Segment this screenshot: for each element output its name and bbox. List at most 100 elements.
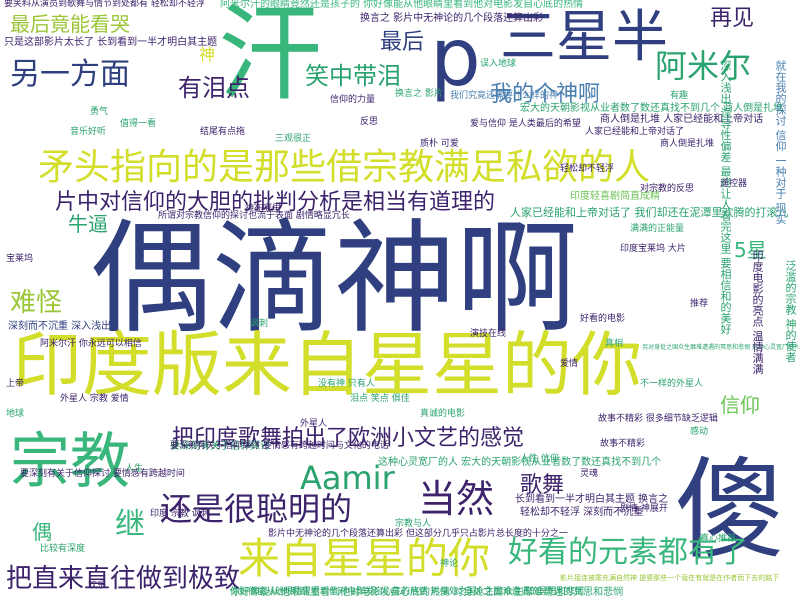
- word: 这种心灵宽厂的人 宏大的天朝影视从业者数了数还真找不到几个: [378, 457, 662, 468]
- word: 剧情 神展开: [620, 504, 668, 514]
- word: 神在哪里: [245, 204, 282, 214]
- word: 反思: [360, 117, 379, 127]
- word: 勇气: [90, 107, 109, 117]
- word: 我的个神啊: [490, 82, 601, 107]
- word: 印度宝莱坞 大片: [620, 244, 686, 254]
- word: 牛逼: [68, 212, 108, 236]
- word: 推荐: [690, 299, 709, 309]
- word: 歌舞: [520, 473, 565, 498]
- word: 好看的元素都有了: [508, 535, 748, 570]
- word: 真相: [605, 339, 624, 349]
- word: 还是很聪明的: [160, 490, 353, 528]
- word: 阿米尔汗 你永远可以相信: [40, 339, 142, 349]
- word: 对宗教的反思: [640, 184, 695, 194]
- word: 矛头指向的是那些借宗教满足私欲的人: [38, 147, 651, 188]
- word: 印度轻喜剧简直成精: [570, 191, 660, 202]
- word: 人家已经能和上帝对话了 我们却还在泥潭里欢腾的打滚儿: [510, 206, 789, 219]
- word: Aamir: [300, 459, 395, 497]
- word: 没有神 只有人: [318, 379, 375, 389]
- word: 泛滥的宗教 神的使者: [784, 260, 797, 363]
- word: 要深刻有关于信仰探讨 要情感有跨越时间: [20, 469, 185, 479]
- word: 轻松却不轻浮 深刻而不沉重: [520, 507, 644, 518]
- word: 三星半: [500, 5, 668, 70]
- word: 满满的正能量: [630, 224, 685, 234]
- word: 商人倒是扎堆: [660, 139, 715, 149]
- word: 影片中无神论的几个段落还算出彩 但这部分几乎只占影片总长度的十分之一: [268, 529, 568, 539]
- word: 神: [199, 45, 216, 64]
- word: 就在我的探讨 信仰 一种对于 现实: [774, 60, 787, 225]
- word: 外星人: [300, 419, 328, 429]
- word: 片中对信仰的大胆的批判分析是相当有道理的: [55, 190, 496, 215]
- word: 难怪: [10, 288, 63, 318]
- word: 印度电影的亮点 温情满满: [751, 250, 764, 375]
- word: 你好像能从他眼睛里看到他对电影发自心底的热情 对身处之国众生靡难遭遇的冥思和悲悯: [230, 587, 624, 598]
- word: 不一样的外星人: [640, 379, 704, 389]
- word: 最后: [380, 30, 425, 55]
- word: 继: [115, 507, 145, 542]
- word: 真诚的电影: [420, 409, 466, 419]
- word: 汗: [218, 0, 323, 115]
- word: 上帝: [6, 379, 25, 389]
- word: 印度 宗教 讽刺: [150, 509, 210, 519]
- word: 换言之 影片: [395, 89, 443, 99]
- word: 结尾有点拖: [200, 127, 246, 137]
- word: 影片接连被尾充满自然神 提婆那些一个竟在有就是在作者而下去的路下: [560, 574, 780, 582]
- word: 有泪点: [178, 74, 250, 102]
- word: 爱与信仰 是人类最后的希望: [470, 119, 581, 129]
- word: 要深刻有关于信仰探讨 要情感有跨越时间与文化的电话: [170, 441, 389, 451]
- word: 灵魂: [580, 469, 599, 479]
- word: 把印度歌舞拍出了欧洲小文艺的感觉: [172, 426, 525, 451]
- word: 另一方面: [10, 57, 130, 92]
- word: 感动: [690, 427, 709, 437]
- word: 信仰的力量: [330, 95, 376, 105]
- word: 故事不精彩: [600, 439, 646, 449]
- word: 印度版来自星星的你: [12, 324, 642, 406]
- word: 比较有深度: [40, 544, 86, 554]
- word: 质朴 可爱: [420, 139, 459, 149]
- word: 最后竟能看哭: [10, 12, 130, 36]
- word: 要笑料从演员到歌舞与情节到处都有 轻松却不轻浮: [4, 0, 205, 9]
- word: 地球: [6, 409, 25, 419]
- word: 演技在线: [470, 329, 507, 339]
- word: 笑中带泪: [305, 62, 401, 90]
- word: 5星: [734, 238, 767, 262]
- word: 我们究竟还需要什么样的神: [450, 91, 559, 101]
- word: 长到看到一半才明白其主题 换言之: [515, 494, 669, 505]
- word: 讽刺: [250, 319, 269, 329]
- word: 宗教: [10, 427, 130, 497]
- word: 偶滴神啊: [90, 208, 578, 350]
- word: 要深刻有关于信仰探讨: [170, 441, 270, 452]
- word: 神论: [440, 559, 459, 569]
- word: 所谓对宗教信仰的探讨也流于表面 剧情略显冗长: [158, 211, 350, 221]
- word: 爱情: [560, 359, 579, 369]
- word: 宝莱坞: [6, 254, 34, 264]
- word: 三观很正: [275, 134, 312, 144]
- word: 来自星星的你: [238, 534, 491, 583]
- word: 人生: [125, 464, 144, 474]
- word: 另对身处之国众生靡难遭遇的冥思和悲悯 这种心灵宽厂的人: [642, 344, 800, 351]
- word: 人性 信仰: [520, 454, 559, 464]
- word: 你好像能从他眼睛里看到他对电影发自心底的热情 对身处之国众生靡难遭遇的冥思和悲悯: [230, 587, 584, 597]
- word: 误入地球: [480, 59, 517, 69]
- word: 再见: [710, 6, 755, 31]
- word: 阿米尔汗的眼睛竟然还是孩子的 你好像能从他眼睛里看到他对电影发自心底的热情: [220, 0, 584, 10]
- word: p: [430, 11, 481, 104]
- word: 深入浅出 误导性偏差 最终让人看完这里 要相信和的美好: [719, 60, 732, 335]
- word: 偶: [32, 520, 52, 544]
- word: 宏大的天朝影视从业者数了数还真找不到几个 商人倒是扎堆: [520, 103, 784, 114]
- word: 故事不精彩 很多细节缺乏逻辑: [598, 414, 718, 424]
- word: 好看的电影: [580, 314, 626, 324]
- word: 宗教与人: [395, 519, 432, 529]
- word: 泪点 笑点 俱佳: [350, 394, 410, 404]
- word: 外星人 宗教 爱情: [60, 394, 129, 404]
- word: 有趣: [670, 91, 689, 101]
- word: 音乐好听: [70, 127, 107, 137]
- word: 傻: [675, 446, 785, 574]
- word: 信仰: [720, 393, 760, 417]
- word: 当然: [418, 477, 495, 521]
- word: 深刻而不沉重 深入浅出: [8, 321, 112, 332]
- word: 欢乐: [88, 581, 107, 591]
- word: 换言之 影片中无神论的几个段落还算出彩: [360, 13, 544, 24]
- word: 人家已经能和上帝对话了: [585, 127, 685, 137]
